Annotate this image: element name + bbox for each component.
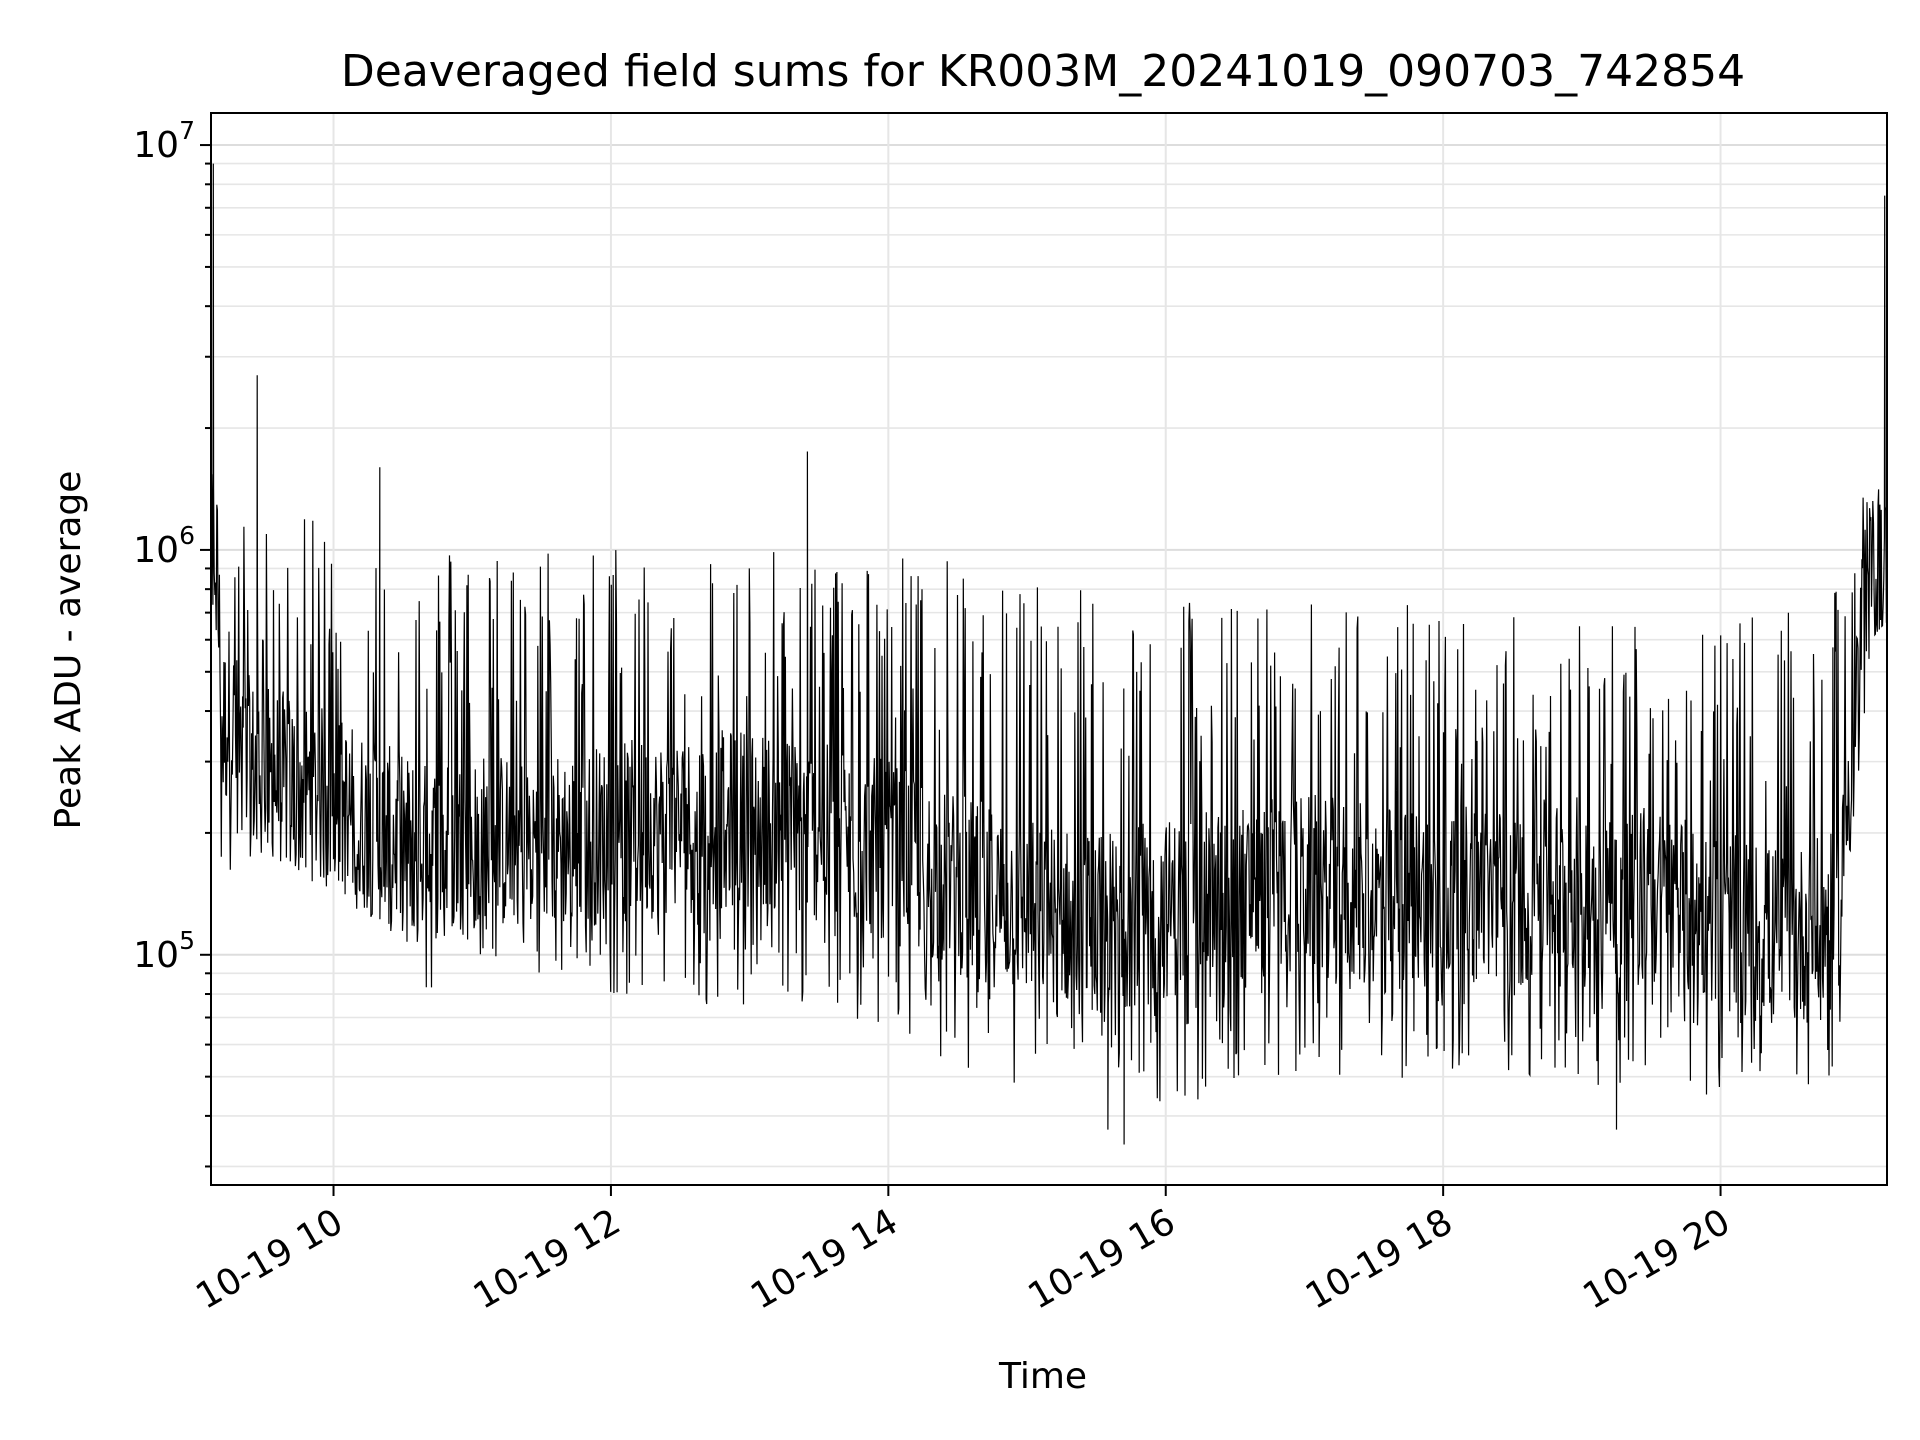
y-axis-label: Peak ADU - average	[48, 471, 89, 830]
chart-title: Deaveraged field sums for KR003M_2024101…	[341, 46, 1745, 97]
data-series	[210, 163, 1888, 1145]
y-tick-label: 105	[133, 926, 195, 976]
plot-area-frame	[210, 112, 1888, 1186]
series-line	[210, 163, 1888, 1145]
grid	[211, 113, 1887, 1185]
x-axis-label: Time	[998, 1356, 1087, 1397]
y-tick-label: 107	[133, 116, 195, 166]
y-tick-label: 106	[133, 521, 195, 571]
